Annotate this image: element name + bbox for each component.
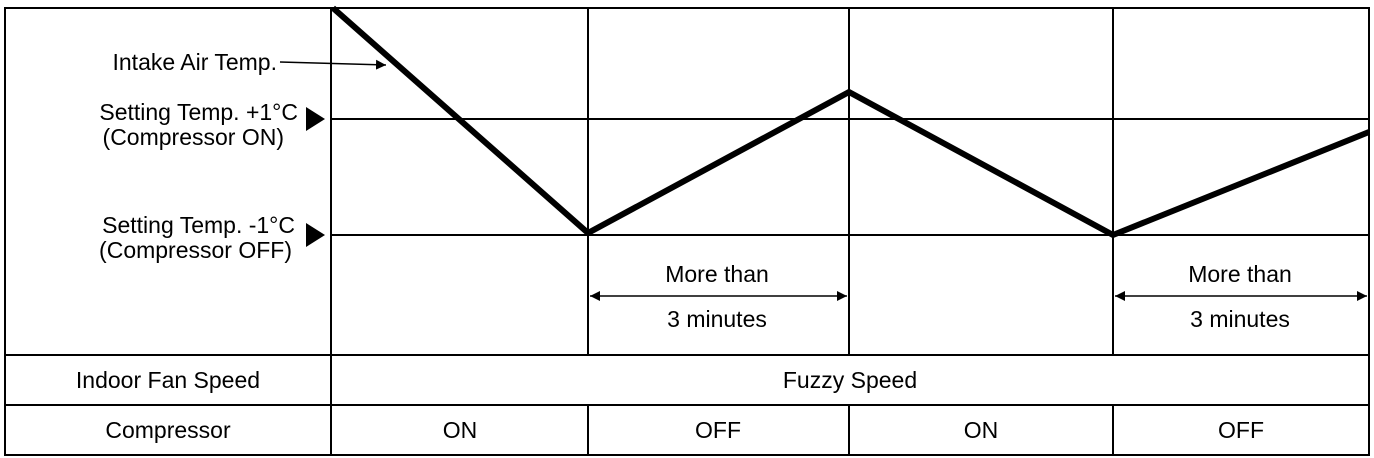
compressor-state-3: ON	[964, 417, 999, 443]
upper-setting-sublabel: (Compressor ON)	[103, 124, 284, 150]
fan-speed-value: Fuzzy Speed	[783, 367, 917, 393]
duration-1-label: More than	[665, 261, 769, 287]
fan-speed-row-label: Indoor Fan Speed	[76, 367, 260, 393]
lower-setting-sublabel: (Compressor OFF)	[99, 237, 292, 263]
intake-air-temp-label: Intake Air Temp.	[113, 49, 278, 75]
duration-2-label: More than	[1188, 261, 1292, 287]
compressor-state-4: OFF	[1218, 417, 1264, 443]
compressor-state-2: OFF	[695, 417, 741, 443]
diagram-frame	[4, 7, 1370, 456]
upper-setting-label: Setting Temp. +1°C	[99, 99, 298, 125]
compressor-state-1: ON	[443, 417, 478, 443]
lower-threshold-marker-icon	[306, 223, 325, 247]
duration-2-value: 3 minutes	[1190, 306, 1290, 332]
upper-threshold-marker-icon	[306, 107, 325, 131]
compressor-row-label: Compressor	[105, 417, 231, 443]
lower-setting-label: Setting Temp. -1°C	[102, 212, 295, 238]
duration-1-value: 3 minutes	[667, 306, 767, 332]
intake-pointer-arrow	[279, 59, 387, 70]
intake-temperature-curve	[331, 5, 1371, 239]
